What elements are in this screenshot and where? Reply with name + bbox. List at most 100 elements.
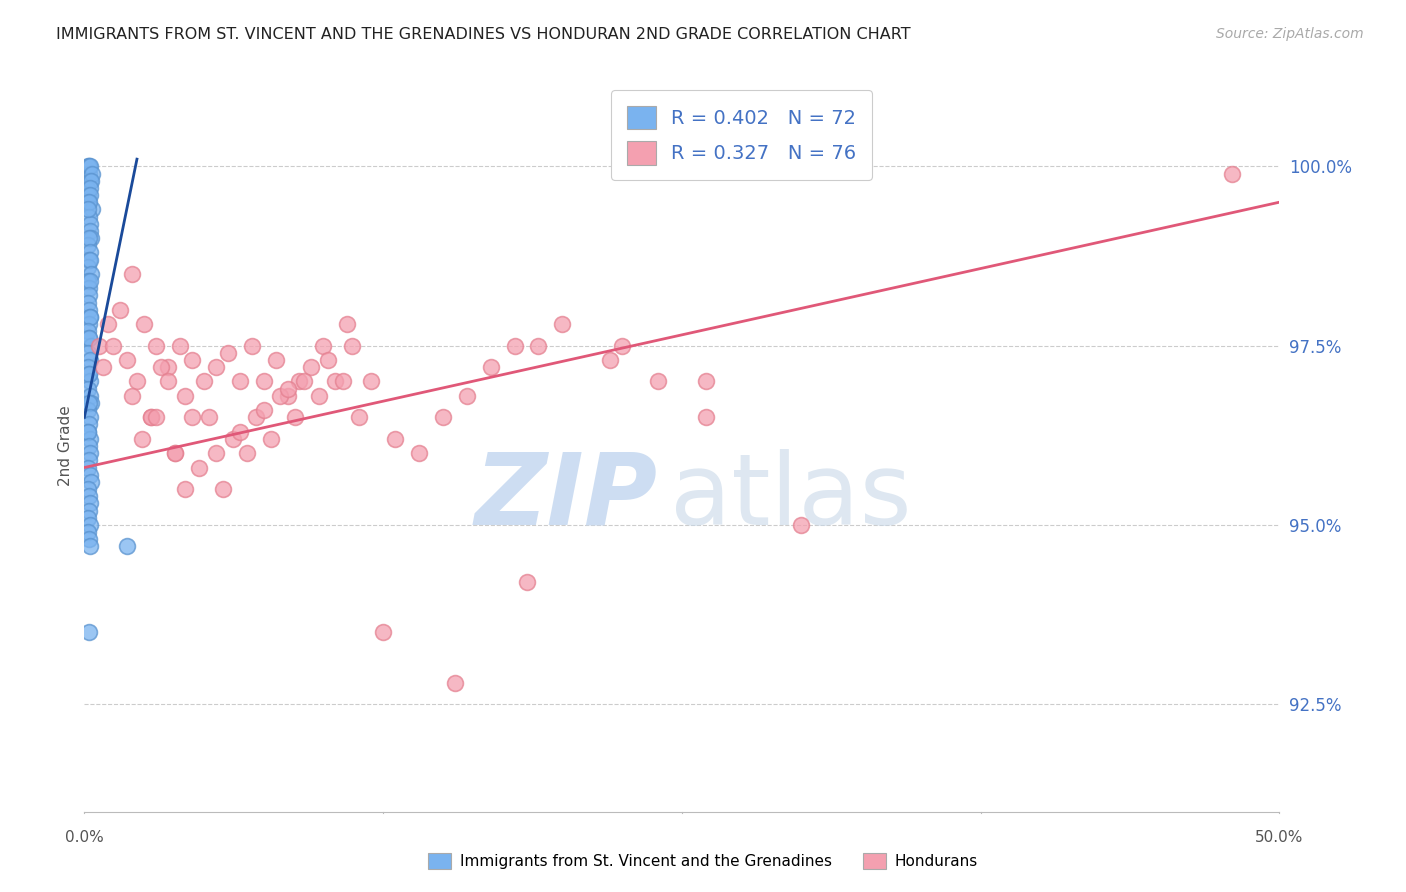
Point <box>79 188 101 202</box>
Point <box>79 353 101 368</box>
Point <box>77 295 100 310</box>
Point <box>76 274 98 288</box>
Point <box>332 375 354 389</box>
Point <box>77 625 100 640</box>
Point <box>316 353 339 368</box>
Point <box>79 217 101 231</box>
Point <box>141 410 163 425</box>
Point <box>117 540 139 554</box>
Point <box>80 174 103 188</box>
Point <box>312 338 335 352</box>
Point <box>181 353 204 368</box>
Point <box>373 625 395 640</box>
Point <box>121 267 143 281</box>
Point <box>264 353 287 368</box>
Point <box>77 510 100 524</box>
Point <box>110 302 132 317</box>
Point <box>77 360 100 375</box>
Point <box>79 310 101 324</box>
Point <box>599 353 621 368</box>
Point <box>1220 167 1243 181</box>
Point <box>292 375 315 389</box>
Point <box>79 496 101 510</box>
Text: 50.0%: 50.0% <box>1256 830 1303 845</box>
Point <box>80 396 103 410</box>
Point <box>301 360 323 375</box>
Point <box>79 174 101 188</box>
Point <box>80 231 103 245</box>
Point <box>77 252 100 267</box>
Point <box>503 338 526 352</box>
Point <box>93 360 115 375</box>
Point <box>284 410 307 425</box>
Point <box>229 425 252 439</box>
Point <box>79 467 101 482</box>
Point <box>325 375 347 389</box>
Point <box>340 338 363 352</box>
Point <box>157 360 180 375</box>
Point <box>131 432 153 446</box>
Point <box>77 231 100 245</box>
Point <box>77 202 100 217</box>
Point <box>336 317 359 331</box>
Point <box>205 360 228 375</box>
Point <box>79 252 101 267</box>
Point <box>141 410 163 425</box>
Point <box>695 375 717 389</box>
Point <box>516 575 538 590</box>
Point <box>77 453 100 467</box>
Point <box>245 410 267 425</box>
Point <box>77 489 100 503</box>
Text: atlas: atlas <box>671 449 911 546</box>
Point <box>217 345 239 359</box>
Point <box>79 245 101 260</box>
Point <box>408 446 430 460</box>
Point <box>288 375 311 389</box>
Point <box>647 375 669 389</box>
Point <box>79 310 101 324</box>
Point <box>612 338 634 352</box>
Text: Source: ZipAtlas.com: Source: ZipAtlas.com <box>1216 27 1364 41</box>
Point <box>77 396 100 410</box>
Point <box>77 317 100 331</box>
Point <box>384 432 406 446</box>
Point <box>269 389 291 403</box>
Point <box>145 338 167 352</box>
Point <box>165 446 187 460</box>
Point <box>77 188 100 202</box>
Point <box>790 517 813 532</box>
Point <box>432 410 454 425</box>
Point <box>79 375 101 389</box>
Point <box>157 375 180 389</box>
Point <box>77 331 100 345</box>
Point <box>444 675 467 690</box>
Point <box>79 224 101 238</box>
Point <box>97 317 120 331</box>
Point <box>77 382 100 396</box>
Point <box>169 338 191 352</box>
Point <box>349 410 371 425</box>
Point <box>181 410 204 425</box>
Point <box>193 375 215 389</box>
Point <box>77 288 100 302</box>
Point <box>79 389 101 403</box>
Point <box>79 540 101 554</box>
Point <box>77 159 100 173</box>
Point <box>253 403 276 417</box>
Point <box>360 375 382 389</box>
Point <box>173 482 195 496</box>
Legend: R = 0.402   N = 72, R = 0.327   N = 76: R = 0.402 N = 72, R = 0.327 N = 76 <box>612 90 872 180</box>
Point <box>77 425 100 439</box>
Point <box>77 524 100 539</box>
Point <box>77 195 100 210</box>
Point <box>77 417 100 432</box>
Point <box>240 338 263 352</box>
Point <box>77 260 100 274</box>
Point <box>76 403 98 417</box>
Point <box>80 202 103 217</box>
Text: IMMIGRANTS FROM ST. VINCENT AND THE GRENADINES VS HONDURAN 2ND GRADE CORRELATION: IMMIGRANTS FROM ST. VINCENT AND THE GREN… <box>56 27 911 42</box>
Point <box>277 382 299 396</box>
Text: ZIP: ZIP <box>475 449 658 546</box>
Point <box>77 503 100 517</box>
Point <box>77 167 100 181</box>
